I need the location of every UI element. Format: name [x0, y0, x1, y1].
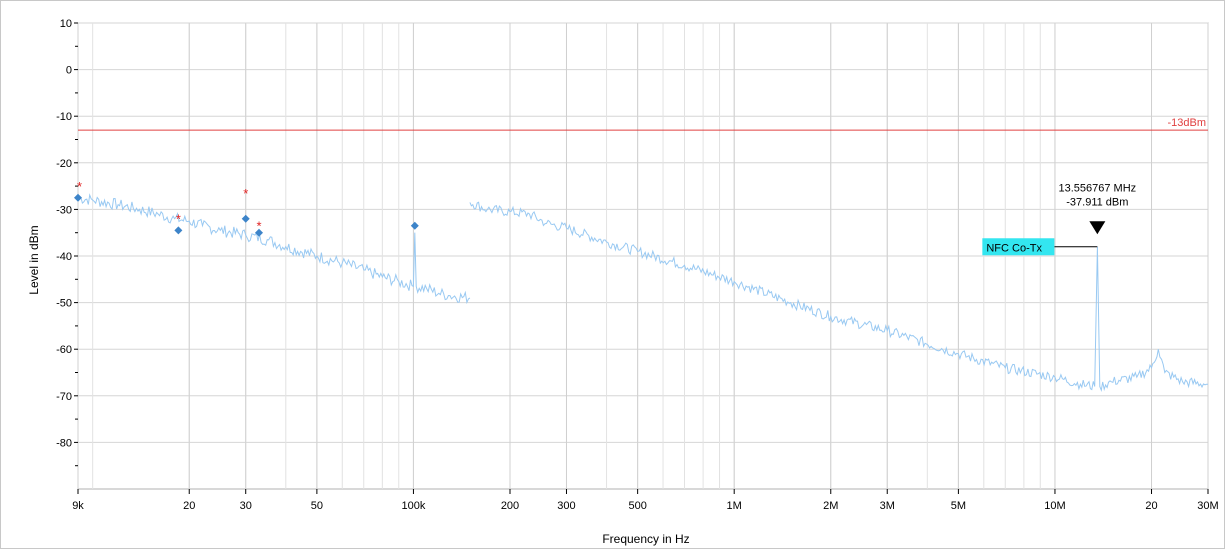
axes: 10 0 -10 -20 -30 -40 -50 -60 -70 -80 9k 20 30 50 100k 2…: [56, 18, 1219, 512]
y-axis-label: Level in dBm: [27, 225, 41, 294]
x-tick-label: 9k: [72, 500, 84, 512]
x-tick-label: 50: [311, 500, 323, 512]
x-tick-label: 5M: [951, 500, 966, 512]
x-tick-label: 200: [501, 500, 519, 512]
final-point: *: [256, 219, 261, 234]
final-point: *: [243, 186, 248, 201]
x-tick-label: 300: [557, 500, 575, 512]
x-tick-label: 100k: [402, 500, 426, 512]
peak-point: [74, 193, 82, 202]
marker-triangle-icon: [1089, 221, 1106, 235]
y-tick-label: -10: [56, 111, 72, 123]
x-tick-label: 20: [1145, 500, 1157, 512]
y-tick-label: -30: [56, 204, 72, 216]
x-tick-label: 2M: [823, 500, 838, 512]
series-line: [469, 201, 1209, 393]
x-tick-label: 10M: [1044, 500, 1065, 512]
peak-point: [410, 221, 419, 230]
limit-line-label: -13dBm: [1167, 117, 1206, 129]
y-tick-label: -80: [56, 437, 72, 449]
marker-frequency-label: 13.556767 MHz: [1059, 182, 1137, 194]
y-tick-label: -40: [56, 251, 72, 263]
y-tick-label: -60: [56, 344, 72, 356]
final-point: *: [77, 179, 82, 194]
peak-point: [254, 228, 263, 237]
series-line: [77, 193, 471, 305]
x-axis-label: Frequency in Hz: [602, 532, 689, 546]
x-tick-label: 30: [240, 500, 252, 512]
marker-tag-box: [982, 238, 1055, 256]
markers-group: * * * * 13.556767 MHz -37.911 dBm NFC Co-Tx: [74, 179, 1137, 256]
y-tick-label: -20: [56, 158, 72, 170]
x-tick-label: 500: [628, 500, 646, 512]
marker-tag-label: NFC Co-Tx: [986, 242, 1042, 254]
y-tick-label: -50: [56, 298, 72, 310]
y-tick-label: 0: [66, 65, 72, 77]
x-tick-label: 30M: [1197, 500, 1218, 512]
x-tick-label: 20: [183, 500, 195, 512]
peak-point: [174, 226, 183, 235]
y-tick-label: 10: [60, 18, 72, 30]
peak-point: [241, 214, 250, 223]
marker-level-label: -37.911 dBm: [1066, 196, 1128, 208]
x-tick-label: 3M: [880, 500, 895, 512]
final-point: *: [176, 212, 181, 227]
y-tick-label: -70: [56, 391, 72, 403]
series-group: -13dBm: [77, 117, 1209, 393]
x-tick-label: 1M: [727, 500, 742, 512]
